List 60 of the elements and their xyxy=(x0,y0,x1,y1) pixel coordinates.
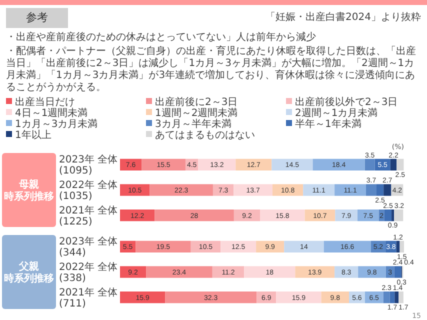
bar xyxy=(384,184,392,196)
bar xyxy=(198,158,236,170)
legend-label: 1年以上 xyxy=(14,130,52,141)
bar xyxy=(364,158,375,170)
legend-label: 1カ月～3カ月未満 xyxy=(14,119,99,130)
bar xyxy=(244,266,296,278)
y-tick-label: 2023年 全体 (344) xyxy=(59,236,118,259)
y-tick-label: 2022年 全体 (338) xyxy=(59,261,118,284)
bar xyxy=(390,158,397,170)
text: 父親 xyxy=(18,260,39,272)
legend-label: 1週間～2週間未満 xyxy=(154,108,239,119)
bar xyxy=(276,292,322,304)
legend-label: 出産前後に2～3日 xyxy=(154,97,239,108)
bar xyxy=(303,184,335,196)
bar xyxy=(295,266,335,278)
text: ・出産や産前産後のための休みはとっていてない」人は前年から減少 xyxy=(6,32,317,44)
y-tick-label: 2021年 全体 (1225) xyxy=(59,204,118,228)
text: 母親 xyxy=(18,178,39,190)
bar xyxy=(398,292,404,304)
y-tick-label: 2023年 全体 (1095) xyxy=(59,154,118,177)
bar xyxy=(120,266,146,278)
legend-label: 3カ月～半年未満 xyxy=(154,119,232,130)
bar xyxy=(272,184,304,196)
chart-subtitle: 「妊娠・出産白書2024」より抜粋 xyxy=(266,10,421,24)
bar xyxy=(396,158,404,170)
y-tick-label: 2022年 全体 (1035) xyxy=(59,179,118,202)
bar xyxy=(358,266,386,278)
bar xyxy=(234,184,272,196)
bar xyxy=(120,292,166,304)
chart-title: 参考 xyxy=(6,8,68,28)
bar xyxy=(394,266,402,278)
bar xyxy=(334,184,366,196)
legend-label: 出産当日だけ xyxy=(14,97,75,108)
bar xyxy=(321,292,350,304)
bar xyxy=(120,184,150,196)
legend-label: 半年～1年未満 xyxy=(294,119,362,130)
legend-label: あてはまるものはない xyxy=(154,130,256,141)
bar xyxy=(334,266,358,278)
bar xyxy=(150,184,213,196)
bar xyxy=(272,158,313,170)
bar xyxy=(386,266,394,278)
legend-label: 出産前後以外で2～3日 xyxy=(294,97,399,108)
bar xyxy=(212,184,234,196)
bar xyxy=(366,184,377,196)
legend-label: 2週間～1カ月未満 xyxy=(294,108,379,119)
text: ・配偶者・パートナー（父親ご自身）の出産・育児にあたり休暇を取得した日数は、「出産当日」「出産前後に2～3日」は減少し「1カ月～3ヶ月未満」が大幅に増加。「2週間～1カ月未満」「1カ月～3カ月未満」が3年連続で増加しており、育休休暇は徐々に浸透傾向にあることがうかがえる。 xyxy=(6,46,417,94)
bar xyxy=(236,158,272,170)
bar xyxy=(376,184,384,196)
bar xyxy=(212,266,244,278)
bar xyxy=(394,292,399,304)
bar xyxy=(165,292,257,304)
bar xyxy=(390,292,395,304)
bar xyxy=(142,158,186,170)
bar xyxy=(383,292,390,304)
legend-label: 4日～1週間未満 xyxy=(14,108,88,119)
bar xyxy=(146,266,212,278)
text: 時系列推移 xyxy=(4,190,54,202)
text: 時系列推移 xyxy=(4,272,54,284)
y-tick-label: 2021年 全体 (711) xyxy=(59,286,118,310)
bar xyxy=(312,158,365,170)
